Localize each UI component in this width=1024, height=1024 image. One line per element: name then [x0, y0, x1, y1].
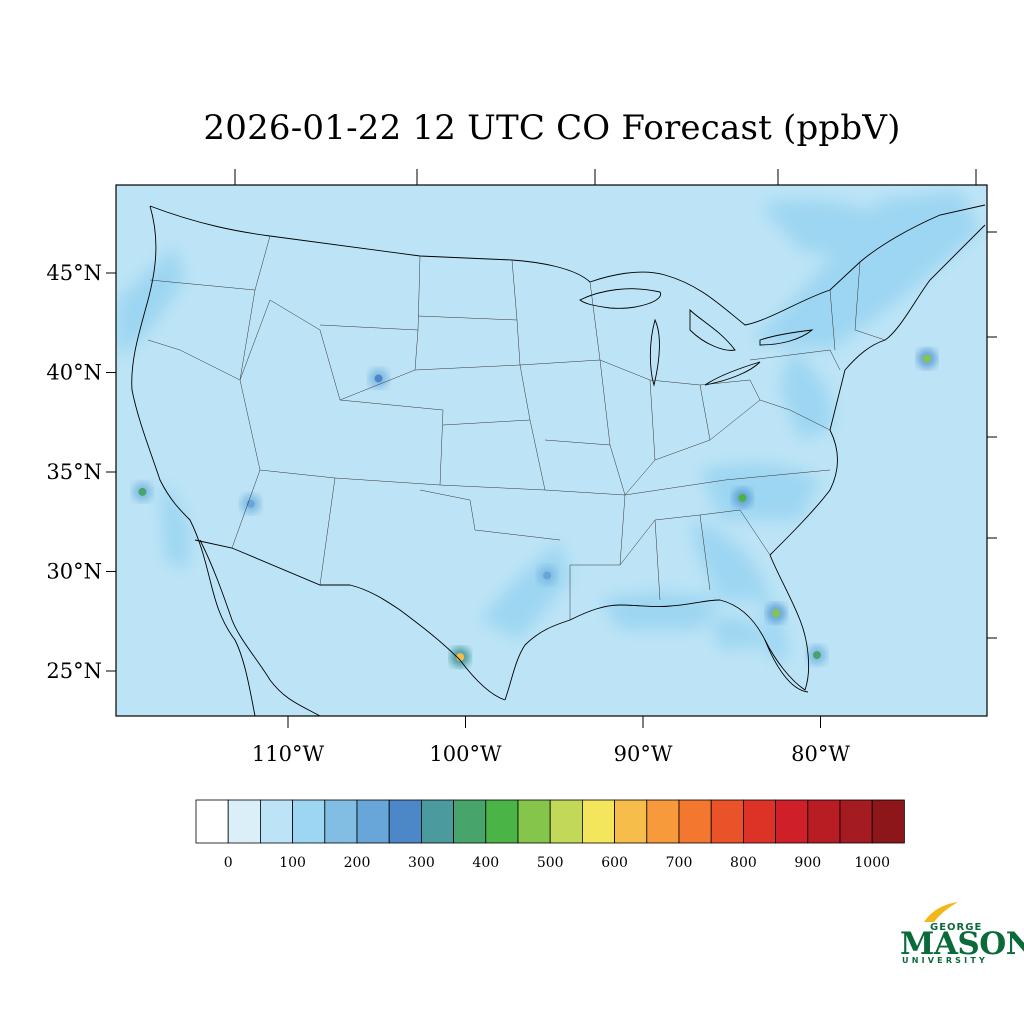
colorbar-swatch: [195, 799, 229, 844]
coastline-outlines: [131, 204, 986, 717]
colorbar-swatch: [582, 799, 616, 844]
colorbar-label: 800: [730, 855, 757, 871]
lat-label: 45°N: [46, 261, 102, 285]
colorbar-swatch: [549, 799, 583, 844]
colorbar-label: 1000: [854, 855, 890, 871]
university-logo: GEORGE MASON UNIVERSITY: [900, 900, 1024, 970]
state-borders: [147, 235, 886, 620]
colorbar-swatch: [227, 799, 261, 844]
lon-label: 110°W: [252, 742, 325, 766]
hotspot-core: [812, 651, 821, 660]
colorbar-swatch: [839, 799, 873, 844]
colorbar-swatch: [807, 799, 841, 844]
axis-ticks: [106, 169, 997, 728]
hotspot-core: [738, 493, 747, 502]
lon-label: 100°W: [429, 742, 502, 766]
logo-swoosh-icon: [924, 902, 958, 922]
colorbar-swatch: [485, 799, 519, 844]
colorbar-swatch: [259, 799, 293, 844]
colorbar-label: 300: [408, 855, 435, 871]
colorbar-swatch: [388, 799, 422, 844]
colorbar-swatch: [517, 799, 551, 844]
hotspot-core: [923, 354, 931, 363]
lon-label: 90°W: [614, 742, 673, 766]
co-plume-layer: [116, 190, 980, 660]
colorbar-label: 100: [279, 855, 306, 871]
colorbar-label: 0: [224, 855, 233, 871]
lon-label: 80°W: [791, 742, 850, 766]
colorbar-swatch: [614, 799, 648, 844]
colorbar-swatch: [453, 799, 487, 844]
hotspot-core: [772, 609, 781, 618]
colorbar-label: 200: [344, 855, 371, 871]
colorbar-swatch: [743, 799, 777, 844]
logo-line1: GEORGE: [930, 922, 983, 933]
logo-line2: MASON: [900, 926, 1024, 962]
longitude-labels: 110°W 100°W 90°W 80°W: [252, 742, 850, 766]
hotspot-core: [543, 571, 552, 580]
colorbar-label: 700: [666, 855, 693, 871]
lat-label: 25°N: [46, 659, 102, 683]
colorbar: 0 100 200 300 400 500 600 700 800 900 1000: [195, 799, 905, 871]
map-frame: [115, 184, 988, 717]
co-hotspot-layer: [60, 211, 937, 668]
lat-label: 35°N: [46, 460, 102, 484]
colorbar-label: 900: [794, 855, 821, 871]
colorbar-swatch: [292, 799, 326, 844]
colorbar-swatch: [710, 799, 744, 844]
colorbar-swatch: [871, 799, 905, 844]
hotspot-core: [138, 487, 147, 496]
colorbar-swatch: [646, 799, 680, 844]
hotspot-core: [66, 217, 74, 225]
colorbar-label: 500: [537, 855, 564, 871]
colorbar-label: 400: [472, 855, 499, 871]
colorbar-swatch: [678, 799, 712, 844]
lat-label: 30°N: [46, 560, 102, 584]
page-title: 2026-01-22 12 UTC CO Forecast (ppbV): [203, 108, 901, 148]
lat-label: 40°N: [46, 361, 102, 385]
colorbar-swatch: [324, 799, 358, 844]
colorbar-label: 600: [601, 855, 628, 871]
hotspot-core: [456, 653, 465, 662]
latitude-labels: 45°N 40°N 35°N 30°N 25°N: [46, 261, 102, 683]
hotspot-core: [374, 374, 383, 383]
logo-line3: UNIVERSITY: [902, 956, 988, 965]
colorbar-swatch: [775, 799, 809, 844]
colorbar-swatch: [420, 799, 454, 844]
colorbar-swatch: [356, 799, 390, 844]
hotspot-halo: [60, 211, 80, 231]
